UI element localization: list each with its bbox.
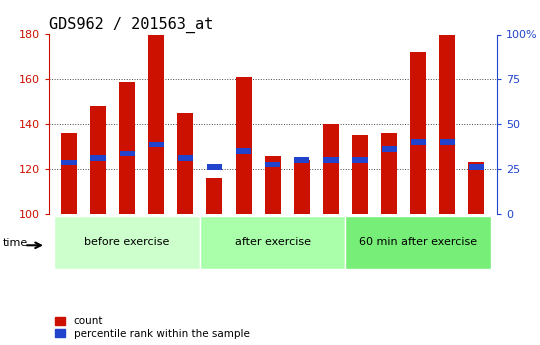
Bar [236,148,251,154]
Text: 60 min after exercise: 60 min after exercise [359,237,477,247]
Bar [323,124,339,214]
Bar [200,216,346,269]
Bar [235,77,252,214]
Bar [440,139,455,145]
Bar [346,216,491,269]
Bar [148,141,164,147]
Bar [206,178,222,214]
Bar [381,133,397,214]
Bar [410,139,426,145]
Bar [61,133,77,214]
Bar [148,34,164,214]
Text: before exercise: before exercise [84,237,170,247]
Bar [177,113,193,214]
Legend: count, percentile rank within the sample: count, percentile rank within the sample [54,315,251,340]
Bar [294,160,310,214]
Bar [55,216,200,269]
Bar [119,150,135,156]
Bar [468,162,484,214]
Bar [178,155,193,161]
Bar [294,157,309,163]
Bar [440,34,455,214]
Bar [119,81,135,214]
Bar [323,157,339,163]
Text: GDS962 / 201563_at: GDS962 / 201563_at [49,17,213,33]
Bar [91,155,106,161]
Bar [90,106,106,214]
Text: time: time [3,238,28,248]
Bar [410,52,426,214]
Bar [469,164,484,170]
Bar [265,156,281,214]
Bar [353,157,368,163]
Text: after exercise: after exercise [235,237,310,247]
Bar [382,146,397,152]
Bar [352,135,368,214]
Bar [207,164,222,170]
Bar [62,159,77,165]
Bar [265,162,280,167]
